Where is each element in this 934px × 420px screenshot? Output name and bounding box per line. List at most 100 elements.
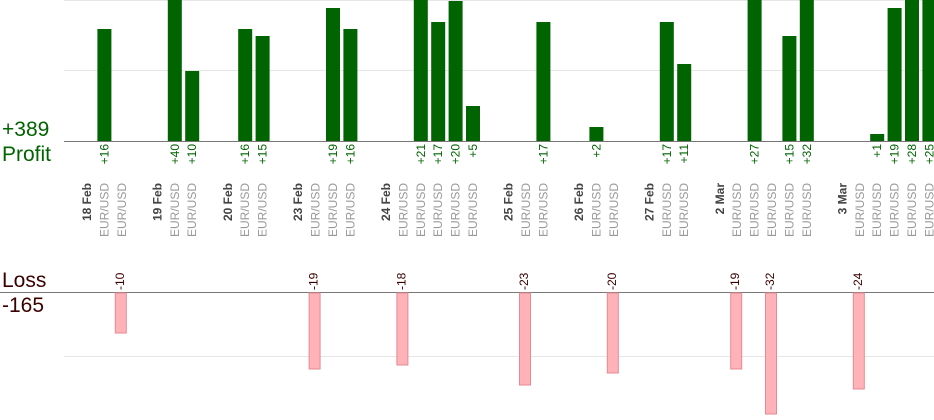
profit-value-label: +19: [888, 144, 902, 165]
symbol-label: EUR/USD: [922, 183, 934, 237]
symbol-label: EUR/USD: [115, 183, 129, 237]
symbol-label: EUR/USD: [519, 183, 533, 237]
profit-value-label: +20: [449, 144, 463, 165]
profit-bar: [870, 134, 885, 141]
profit-label: Profit: [2, 143, 52, 166]
loss-value-label: -18: [394, 272, 408, 290]
profit-bar: [167, 0, 182, 141]
symbol-label: EUR/USD: [782, 183, 796, 237]
profit-bar: [326, 8, 340, 141]
profit-bar: [747, 0, 762, 141]
loss-bar: [308, 292, 321, 370]
loss-value-label: -20: [605, 272, 619, 290]
profit-value-label: +5: [466, 144, 480, 158]
date-label: 3 Mar: [835, 183, 849, 215]
profit-bar: [659, 22, 674, 141]
profit-bar: [887, 8, 902, 141]
profit-value-label: +11: [677, 144, 691, 164]
profit-bar: [255, 36, 270, 141]
loss-bar: [730, 292, 743, 370]
profit-value-label: +15: [782, 144, 796, 165]
profit-value-label: +16: [343, 144, 357, 165]
loss-total: -165: [2, 294, 45, 317]
profit-total: +389: [2, 118, 50, 141]
profit-value-label: +16: [238, 144, 252, 165]
symbol-label: EUR/USD: [449, 183, 463, 237]
profit-value-label: +1: [870, 144, 884, 158]
loss-bar: [765, 292, 777, 415]
symbol-label: EUR/USD: [238, 183, 252, 237]
profit-bar: [466, 106, 480, 141]
loss-bar: [606, 292, 619, 374]
profit-value-label: +10: [185, 144, 199, 165]
date-label: 18 Feb: [80, 183, 94, 221]
date-label: 26 Feb: [572, 183, 586, 221]
date-label: 25 Feb: [502, 183, 516, 221]
symbol-label: EUR/USD: [800, 183, 814, 237]
profit-value-label: +2: [589, 144, 603, 158]
date-label: 27 Feb: [642, 183, 656, 221]
symbol-label: EUR/USD: [589, 183, 603, 237]
profit-bar: [97, 29, 112, 141]
symbol-label: EUR/USD: [765, 183, 779, 237]
symbol-label: EUR/USD: [607, 183, 621, 237]
profit-value-label: +16: [97, 144, 111, 165]
profit-value-label: +17: [431, 144, 445, 165]
profit-value-label: +19: [326, 144, 340, 165]
profit-bar: [799, 0, 814, 141]
symbol-label: EUR/USD: [466, 183, 480, 237]
profit-value-label: +15: [256, 144, 270, 165]
loss-bar: [396, 292, 409, 366]
loss-value-label: -32: [763, 272, 777, 290]
symbol-label: EUR/USD: [309, 183, 323, 237]
profit-value-label: +17: [536, 144, 550, 165]
date-label: 23 Feb: [291, 183, 305, 221]
symbol-label: EUR/USD: [888, 183, 902, 237]
date-label: 24 Feb: [379, 183, 393, 221]
loss-value-label: -19: [307, 272, 321, 290]
symbol-label: EUR/USD: [905, 183, 919, 237]
symbol-label: EUR/USD: [396, 183, 410, 237]
symbol-label: EUR/USD: [870, 183, 884, 237]
symbol-label: EUR/USD: [185, 183, 199, 237]
symbol-label: EUR/USD: [97, 183, 111, 237]
symbol-label: EUR/USD: [853, 183, 867, 237]
symbol-label: EUR/USD: [677, 183, 691, 237]
profit-bar: [343, 29, 358, 141]
loss-label: Loss: [2, 269, 47, 292]
profit-bar: [782, 36, 797, 141]
profit-bar: [922, 0, 934, 141]
symbol-label: EUR/USD: [431, 183, 445, 237]
profit-bar: [413, 0, 428, 141]
profit-bar: [905, 0, 919, 141]
date-label: 20 Feb: [221, 183, 235, 221]
loss-value-label: -10: [113, 272, 127, 290]
profit-value-label: +40: [168, 144, 182, 165]
profit-bar: [589, 127, 604, 141]
loss-bar: [114, 292, 127, 334]
profit-value-label: +17: [660, 144, 674, 165]
loss-value-label: -19: [728, 272, 742, 290]
profit-bar: [448, 1, 463, 141]
symbol-label: EUR/USD: [256, 183, 270, 237]
symbol-label: EUR/USD: [168, 183, 182, 237]
loss-bar: [852, 292, 865, 390]
symbol-label: EUR/USD: [343, 183, 357, 237]
symbol-label: EUR/USD: [326, 183, 340, 237]
symbol-label: EUR/USD: [730, 183, 744, 237]
profit-bar: [677, 64, 692, 141]
profit-bar: [431, 22, 446, 141]
profit-bar: [238, 29, 253, 141]
symbol-label: EUR/USD: [414, 183, 428, 237]
profit-value-label: +28: [905, 144, 919, 165]
symbol-label: EUR/USD: [748, 183, 762, 237]
loss-bar: [519, 292, 531, 386]
loss-value-label: -24: [851, 272, 865, 290]
loss-value-label: -23: [517, 272, 531, 290]
date-label: 2 Mar: [713, 183, 727, 215]
symbol-label: EUR/USD: [536, 183, 550, 237]
symbol-label: EUR/USD: [660, 183, 674, 237]
profit-bar: [185, 71, 200, 141]
profit-bar: [536, 22, 551, 141]
